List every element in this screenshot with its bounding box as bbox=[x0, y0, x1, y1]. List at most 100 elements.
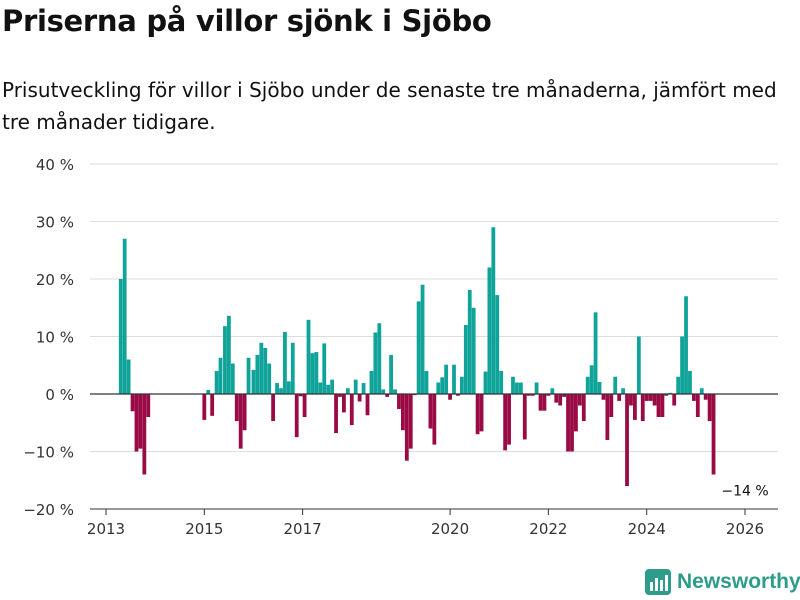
bar bbox=[597, 381, 602, 394]
bar bbox=[334, 394, 338, 434]
bar bbox=[703, 394, 708, 400]
bar bbox=[142, 394, 147, 475]
bar bbox=[361, 383, 366, 394]
bar bbox=[570, 394, 574, 452]
bar bbox=[298, 394, 303, 397]
x-tick-label: 2015 bbox=[185, 520, 223, 538]
bar bbox=[404, 394, 409, 461]
bar bbox=[613, 376, 618, 394]
bar bbox=[259, 342, 264, 394]
bar bbox=[660, 394, 665, 417]
bar bbox=[416, 301, 421, 394]
bar bbox=[230, 363, 235, 394]
bar bbox=[246, 357, 251, 394]
bar bbox=[283, 331, 287, 394]
bar bbox=[487, 267, 492, 394]
bar bbox=[463, 325, 468, 394]
bar bbox=[688, 371, 692, 394]
bar bbox=[574, 394, 578, 432]
bar bbox=[373, 332, 378, 394]
bar bbox=[385, 394, 390, 397]
bar bbox=[118, 279, 123, 394]
bar bbox=[294, 394, 299, 438]
bar bbox=[218, 357, 223, 394]
bar bbox=[377, 323, 382, 394]
bar bbox=[342, 394, 346, 413]
bar bbox=[349, 394, 354, 426]
bar bbox=[389, 354, 393, 394]
y-tick-label: 30 % bbox=[36, 214, 74, 232]
bar bbox=[448, 394, 452, 400]
bar bbox=[251, 369, 256, 394]
bar bbox=[126, 359, 131, 394]
bar bbox=[234, 394, 239, 422]
bar bbox=[522, 394, 527, 440]
bar bbox=[507, 394, 511, 445]
bar bbox=[593, 312, 598, 394]
bar bbox=[314, 352, 319, 394]
bar bbox=[550, 388, 555, 394]
bar bbox=[546, 394, 551, 396]
bar bbox=[146, 394, 151, 417]
bar bbox=[338, 394, 342, 397]
y-tick-label: 20 % bbox=[36, 271, 74, 289]
chart-title: Priserna på villor sjönk i Sjöbo bbox=[2, 4, 492, 38]
bar bbox=[393, 389, 397, 394]
x-tick-label: 2017 bbox=[284, 520, 322, 538]
bar bbox=[534, 382, 539, 394]
newsworthy-logo-icon bbox=[645, 569, 671, 595]
bar bbox=[633, 394, 637, 420]
bar bbox=[424, 371, 429, 394]
bar bbox=[503, 394, 508, 451]
bar bbox=[538, 394, 543, 411]
bar bbox=[275, 383, 279, 394]
bar bbox=[515, 382, 519, 394]
bar bbox=[636, 336, 641, 394]
bar bbox=[381, 389, 386, 394]
bar bbox=[436, 382, 441, 394]
bar bbox=[676, 376, 681, 394]
bar bbox=[263, 348, 268, 394]
bar bbox=[271, 394, 276, 422]
bar bbox=[420, 284, 425, 394]
bar bbox=[695, 394, 700, 417]
bar bbox=[530, 394, 535, 396]
bar bbox=[226, 315, 231, 394]
bar bbox=[625, 394, 629, 486]
bar bbox=[467, 289, 472, 394]
bar bbox=[491, 227, 496, 394]
bar bbox=[130, 394, 135, 412]
bar bbox=[330, 379, 335, 395]
bar bbox=[554, 394, 559, 403]
x-tick-label: 2013 bbox=[87, 520, 125, 538]
bar bbox=[459, 376, 464, 394]
bar bbox=[691, 394, 696, 401]
bar bbox=[444, 364, 449, 394]
bar bbox=[511, 376, 515, 394]
y-tick-label: 10 % bbox=[36, 329, 74, 347]
bar bbox=[589, 365, 594, 394]
bar bbox=[585, 376, 590, 394]
bar bbox=[290, 342, 295, 394]
bar bbox=[255, 354, 260, 394]
bar bbox=[428, 394, 433, 429]
bar bbox=[562, 394, 567, 397]
bar bbox=[621, 388, 625, 394]
bar bbox=[605, 394, 610, 440]
bar bbox=[242, 394, 247, 431]
bar bbox=[672, 394, 677, 406]
bar bbox=[475, 394, 480, 435]
bar bbox=[483, 371, 488, 394]
bar bbox=[617, 394, 622, 401]
x-tick-label: 2020 bbox=[431, 520, 469, 538]
x-tick-label: 2024 bbox=[628, 520, 666, 538]
bar bbox=[365, 394, 370, 416]
bar bbox=[577, 394, 582, 406]
bar bbox=[400, 394, 405, 431]
bar bbox=[134, 394, 139, 452]
bar bbox=[306, 319, 311, 394]
newsworthy-logo-text: Newsworthy bbox=[677, 570, 800, 593]
bar bbox=[322, 343, 327, 394]
bar bbox=[711, 394, 716, 475]
bar bbox=[122, 238, 127, 394]
